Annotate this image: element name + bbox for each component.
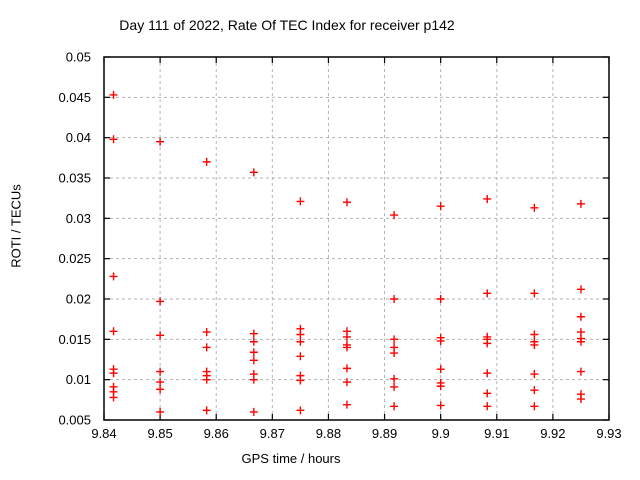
x-tick-label: 9.93 <box>596 426 621 441</box>
data-point <box>576 337 585 346</box>
data-point <box>249 329 258 338</box>
data-point <box>576 395 585 404</box>
x-tick-label: 9.88 <box>316 426 341 441</box>
data-point <box>576 199 585 208</box>
data-point <box>342 343 351 352</box>
data-point <box>576 367 585 376</box>
data-point <box>576 312 585 321</box>
data-point <box>296 352 305 361</box>
data-point <box>109 369 118 378</box>
y-tick-label: 0.025 <box>58 251 91 266</box>
x-tick-label: 9.84 <box>91 426 116 441</box>
y-tick-label: 0.045 <box>58 90 91 105</box>
data-point <box>436 336 445 345</box>
data-point <box>390 374 399 383</box>
x-axis-label: GPS time / hours <box>241 451 341 466</box>
data-point <box>249 356 258 365</box>
data-point <box>436 202 445 211</box>
data-point <box>296 406 305 415</box>
data-point <box>576 285 585 294</box>
data-point <box>296 197 305 206</box>
data-point <box>436 295 445 303</box>
data-point <box>156 137 165 146</box>
data-point <box>483 194 492 203</box>
data-point <box>436 365 445 374</box>
y-tick-label: 0.05 <box>66 50 91 65</box>
data-point <box>530 386 539 395</box>
data-point <box>342 364 351 373</box>
data-point <box>249 337 258 346</box>
data-point <box>296 330 305 339</box>
data-point <box>483 339 492 348</box>
data-point <box>202 406 211 415</box>
data-point <box>156 407 165 416</box>
y-tick-label: 0.02 <box>66 292 91 307</box>
data-point <box>530 330 539 339</box>
y-axis-label: ROTI / TECUs <box>8 184 24 268</box>
data-point <box>156 331 165 340</box>
y-tick-label: 0.04 <box>66 130 91 145</box>
data-point <box>156 378 165 387</box>
x-tick-label: 9.92 <box>540 426 565 441</box>
x-tick-label: 9.86 <box>204 426 229 441</box>
data-point <box>342 378 351 387</box>
data-point <box>249 348 258 357</box>
x-tick-label: 9.89 <box>372 426 397 441</box>
data-point <box>249 407 258 416</box>
data-point <box>342 400 351 409</box>
y-tick-label: 0.035 <box>58 171 91 186</box>
chart-title: Day 111 of 2022, Rate Of TEC Index for r… <box>119 17 455 33</box>
data-point <box>390 211 399 220</box>
data-point <box>483 369 492 378</box>
data-point <box>530 370 539 379</box>
data-point <box>390 382 399 391</box>
data-point <box>390 349 399 358</box>
data-point <box>530 289 539 298</box>
data-point <box>530 402 539 411</box>
data-point <box>436 401 445 410</box>
data-point <box>109 272 118 281</box>
data-point <box>202 157 211 166</box>
data-point <box>202 328 211 337</box>
data-point <box>530 340 539 349</box>
data-point <box>156 297 165 306</box>
y-tick-label: 0.03 <box>66 211 91 226</box>
data-point <box>390 402 399 411</box>
data-point <box>202 343 211 352</box>
data-point <box>109 327 118 336</box>
data-point <box>296 337 305 346</box>
x-tick-label: 9.85 <box>147 426 172 441</box>
y-tick-label: 0.01 <box>66 372 91 387</box>
y-tick-label: 0.015 <box>58 332 91 347</box>
data-point <box>109 135 118 144</box>
data-point <box>390 295 399 303</box>
x-tick-label: 9.91 <box>484 426 509 441</box>
data-point <box>342 198 351 207</box>
data-point <box>483 389 492 398</box>
x-tick-label: 9.87 <box>260 426 285 441</box>
data-point <box>249 168 258 177</box>
data-point <box>109 393 118 402</box>
data-point <box>296 376 305 385</box>
x-tick-label: 9.9 <box>432 426 450 441</box>
data-point <box>390 335 399 344</box>
data-point <box>156 385 165 394</box>
data-point <box>156 367 165 376</box>
data-point <box>483 289 492 298</box>
data-point <box>202 375 211 384</box>
y-tick-label: 0.005 <box>58 413 91 428</box>
data-point <box>249 375 258 384</box>
data-point <box>483 402 492 411</box>
data-point <box>436 382 445 391</box>
data-point <box>530 203 539 212</box>
plot-border <box>103 56 610 421</box>
data-point <box>109 90 118 99</box>
data-point <box>342 332 351 341</box>
